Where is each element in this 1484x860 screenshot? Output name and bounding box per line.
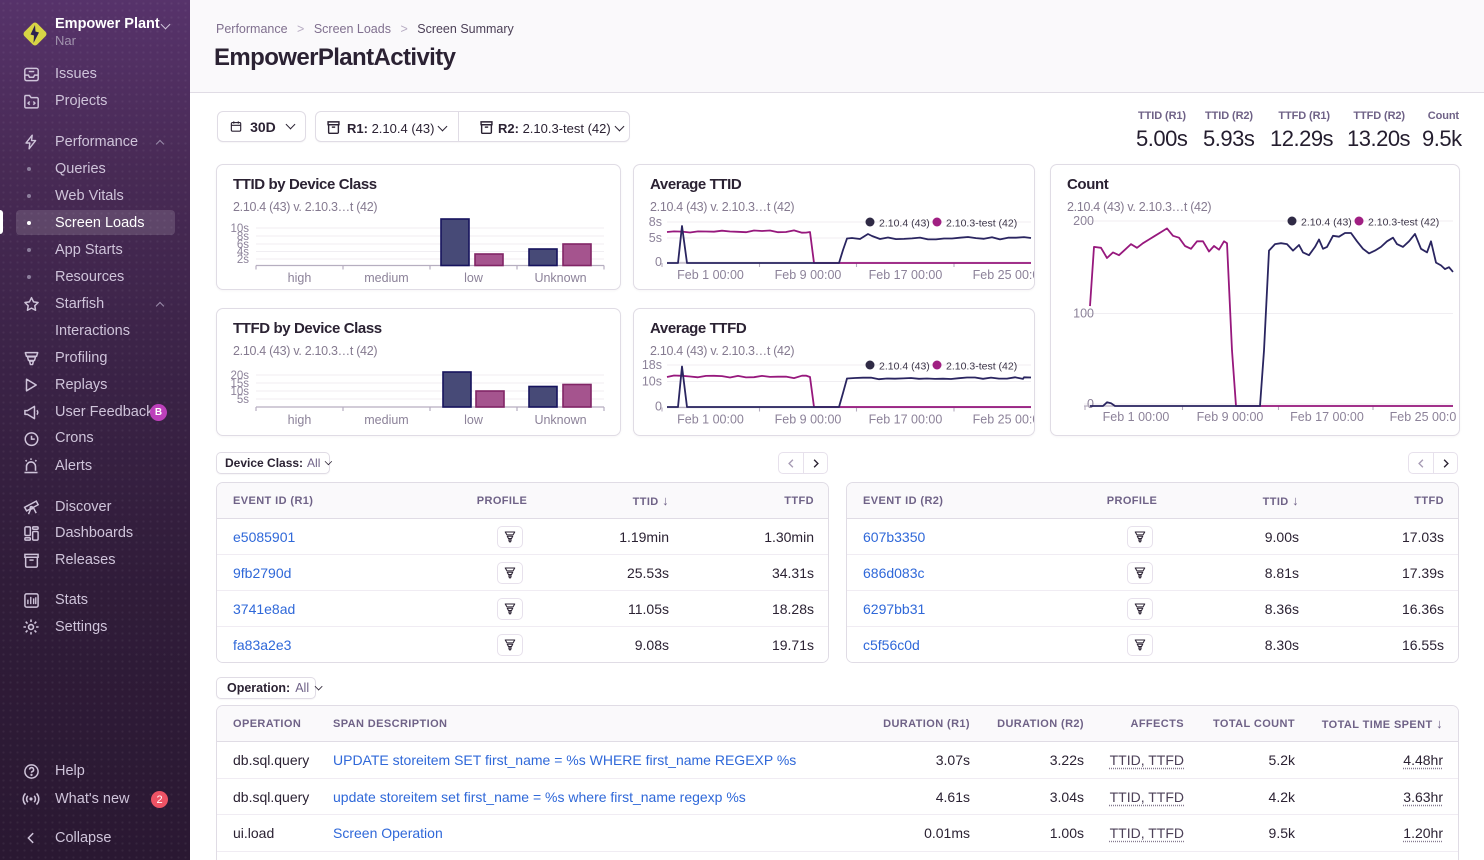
svg-text:medium: medium <box>364 413 408 427</box>
svg-text:2s: 2s <box>237 254 249 266</box>
svg-text:Feb 9 00:00: Feb 9 00:00 <box>1197 410 1264 424</box>
svg-text:200: 200 <box>1073 214 1094 228</box>
svg-text:2.10.4 (43): 2.10.4 (43) <box>879 218 930 230</box>
svg-text:medium: medium <box>364 271 408 285</box>
svg-text:low: low <box>464 413 484 427</box>
svg-text:Feb 25 00:0: Feb 25 00:0 <box>973 413 1034 427</box>
svg-text:Feb 17 00:00: Feb 17 00:00 <box>869 413 943 427</box>
svg-text:Feb 9 00:00: Feb 9 00:00 <box>775 268 842 282</box>
svg-text:100: 100 <box>1073 307 1094 321</box>
svg-text:2.10.3-test (42): 2.10.3-test (42) <box>946 218 1017 230</box>
svg-text:Feb 25 00:0: Feb 25 00:0 <box>1390 410 1457 424</box>
svg-text:18s: 18s <box>642 358 662 372</box>
svg-text:Feb 17 00:00: Feb 17 00:00 <box>1290 410 1364 424</box>
svg-text:0: 0 <box>655 255 662 269</box>
svg-text:8s: 8s <box>237 231 249 243</box>
svg-text:10s: 10s <box>230 223 249 235</box>
svg-text:4s: 4s <box>237 247 249 259</box>
svg-text:Unknown: Unknown <box>534 271 586 285</box>
svg-text:8s: 8s <box>649 215 662 229</box>
svg-text:5s: 5s <box>649 231 662 245</box>
svg-text:2.10.3-test (42): 2.10.3-test (42) <box>946 361 1017 373</box>
svg-text:15s: 15s <box>230 378 249 390</box>
svg-text:10s: 10s <box>230 386 249 398</box>
svg-text:Feb 9 00:00: Feb 9 00:00 <box>775 413 842 427</box>
svg-text:2.10.4 (43): 2.10.4 (43) <box>879 361 930 373</box>
svg-text:Unknown: Unknown <box>534 413 586 427</box>
svg-text:2.10.4 (43): 2.10.4 (43) <box>1301 217 1352 229</box>
svg-text:0: 0 <box>1087 397 1094 411</box>
svg-text:Feb 1 00:00: Feb 1 00:00 <box>677 268 744 282</box>
svg-text:20s: 20s <box>230 370 249 382</box>
svg-text:0: 0 <box>655 400 662 414</box>
svg-text:6s: 6s <box>237 239 249 251</box>
svg-text:high: high <box>288 413 312 427</box>
svg-text:high: high <box>288 271 312 285</box>
svg-text:Feb 17 00:00: Feb 17 00:00 <box>869 268 943 282</box>
svg-text:Feb 1 00:00: Feb 1 00:00 <box>1103 410 1170 424</box>
svg-text:Feb 25 00:0: Feb 25 00:0 <box>973 268 1034 282</box>
svg-text:Feb 1 00:00: Feb 1 00:00 <box>677 413 744 427</box>
svg-text:low: low <box>464 271 484 285</box>
svg-text:10s: 10s <box>642 375 662 389</box>
svg-text:5s: 5s <box>237 394 249 406</box>
svg-text:2.10.3-test (42): 2.10.3-test (42) <box>1368 217 1439 229</box>
